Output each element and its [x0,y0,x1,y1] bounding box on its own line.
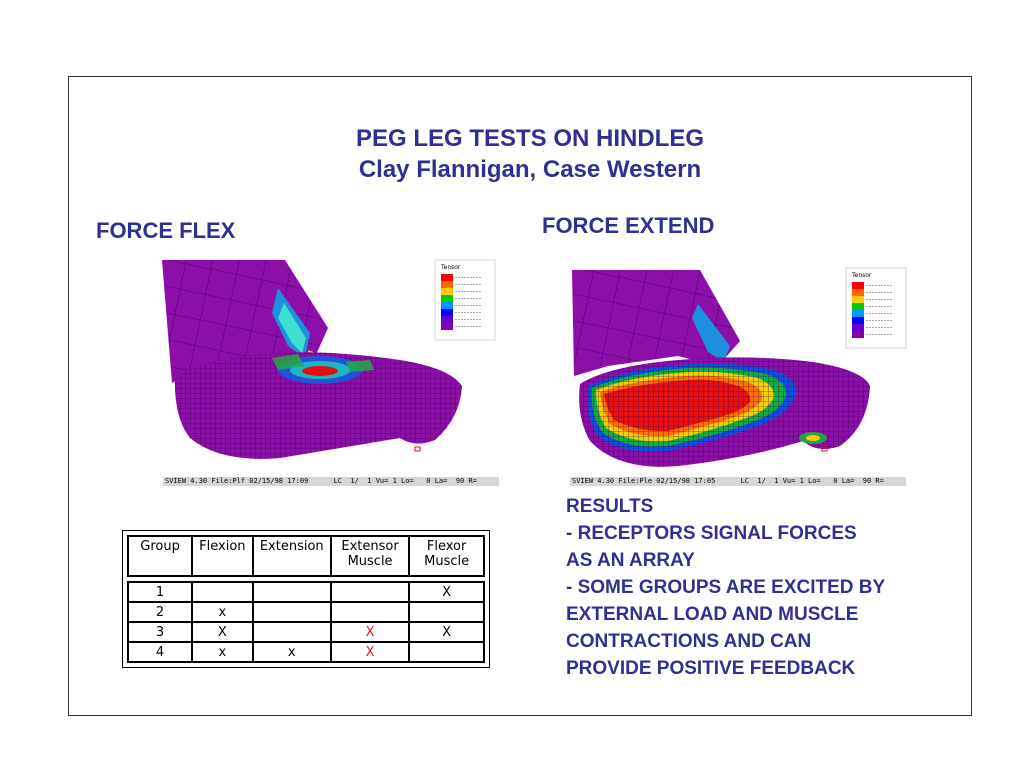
results-line: - RECEPTORS SIGNAL FORCES [566,523,857,544]
title-line-1: PEG LEG TESTS ON HINDLEG [355,125,705,152]
cell-group: 3 [126,621,194,643]
legend-swatch [441,309,453,316]
legend-title: Tensor [851,272,872,279]
title-line-2: Clay Flannigan, Case Western [358,156,702,183]
slide-frame [68,76,972,716]
cell-group: 2 [126,601,194,623]
legend-swatch [852,310,864,317]
force-flex-heading: FORCE FLEX [96,218,236,243]
extend-status-bar: SVIEW 4.30 File:Ple 02/15/98 17:05 LC 1/… [570,477,906,486]
results-heading: RESULTS [566,496,654,517]
cell-group: 4 [126,641,194,663]
cell-extension [251,601,332,623]
legend-swatch [852,317,864,324]
results-line: CONTRACTIONS AND CAN [566,631,812,652]
legend-swatch [441,316,453,323]
legend-swatch [852,289,864,296]
header-group: Group [126,535,194,577]
cell-group: 1 [126,581,194,603]
legend-swatch [441,323,453,330]
cell-extension: x [251,641,332,663]
results-line: - SOME GROUPS ARE EXCITED BY [566,577,886,598]
legend-swatch [441,274,453,281]
results-text: RESULTS - RECEPTORS SIGNAL FORCES AS AN … [566,493,966,682]
cell-extension [251,621,332,643]
header-flexion: Flexion [191,535,254,577]
legend-title: Tensor [440,264,461,271]
cell-extensor: X [329,641,411,663]
tensor-legend: Tensor [434,259,496,341]
flex-status-bar: SVIEW 4.30 File:Plf 02/15/98 17:09 LC 1/… [163,477,499,486]
legend-swatch [441,302,453,309]
header-extension: Extension [251,535,332,577]
cell-extensor [329,601,411,623]
force-extend-heading: FORCE EXTEND [542,213,715,238]
legend-swatch [852,282,864,289]
results-line: AS AN ARRAY [566,550,695,571]
legend-swatch [441,295,453,302]
tensor-legend: Tensor [845,267,907,349]
cell-flexor: X [408,581,485,603]
cell-extension [251,581,332,603]
cell-flexion: x [191,601,254,623]
legend-swatch [852,303,864,310]
legend-swatch [852,296,864,303]
groups-table-frame: Group Flexion Extension Extensor Muscle F… [122,530,490,668]
results-line: PROVIDE POSITIVE FEEDBACK [566,658,856,679]
force-flex-figure: Tensor [160,258,500,478]
header-flexor-muscle: Flexor Muscle [408,535,485,577]
legend-swatch [852,331,864,338]
cell-extensor [329,581,411,603]
cell-flexor: X [408,621,485,643]
results-line: EXTERNAL LOAD AND MUSCLE [566,604,859,625]
table-row: 2 x [126,601,485,623]
legend-swatch [441,281,453,288]
table-row: 4 x x X [126,641,485,663]
cell-flexor [408,641,485,663]
cell-flexion: X [191,621,254,643]
groups-table: Group Flexion Extension Extensor Muscle F… [126,535,485,663]
cell-flexion [191,581,254,603]
cell-flexor [408,601,485,623]
header-extensor-muscle: Extensor Muscle [329,535,411,577]
legend-swatch [441,288,453,295]
cell-extensor: X [329,621,411,643]
table-row: 1 X [126,581,485,603]
force-extend-figure: Tensor [568,266,908,486]
slide-title: PEG LEG TESTS ON HINDLEG Clay Flannigan,… [230,123,830,185]
cell-flexion: x [191,641,254,663]
table-row: 3 X X X [126,621,485,643]
legend-swatch [852,324,864,331]
